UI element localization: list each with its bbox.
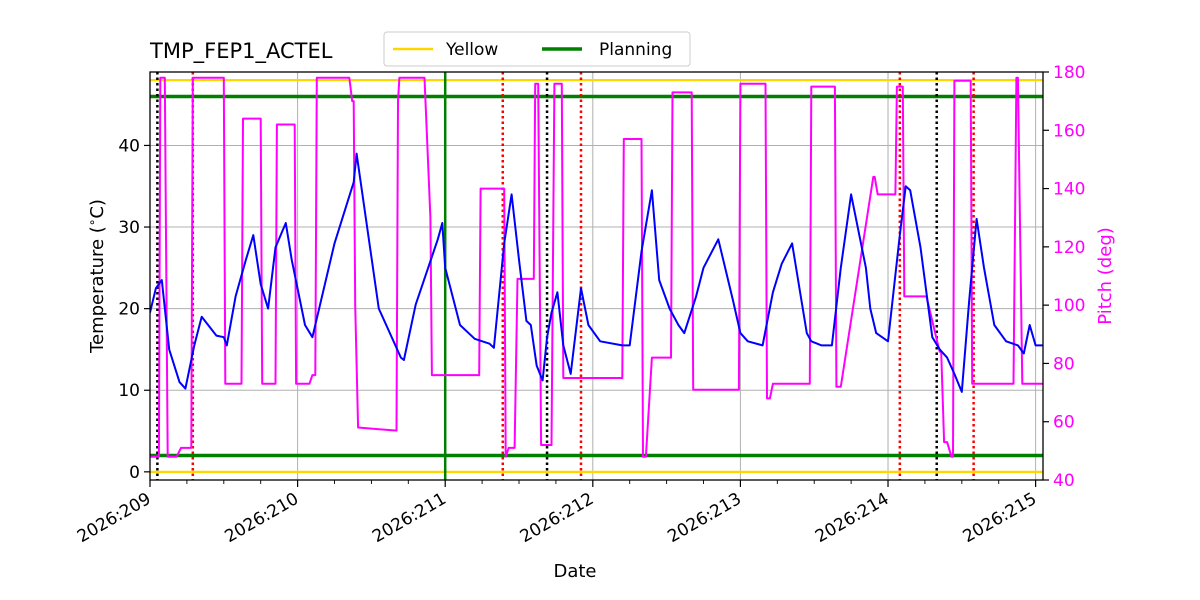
x-tick-label: 2026:209 [74, 489, 155, 547]
date-axis: 2026:209 2026:210 2026:211 2026:212 2026:213… [74, 480, 1040, 547]
x-axis-label: Date [553, 561, 596, 582]
y2-tick-label: 140 [1053, 180, 1085, 200]
y-tick-label: 10 [118, 381, 140, 401]
temperature-series-line [150, 152, 1043, 393]
chart-title: TMP_FEP1_ACTEL [149, 39, 333, 64]
y2-tick-label: 160 [1053, 121, 1085, 141]
x-tick-label: 2026:212 [517, 489, 598, 547]
series [150, 76, 1043, 458]
limit-lines [150, 79, 1043, 473]
legend-box [383, 31, 691, 67]
y2-tick-label: 60 [1053, 413, 1075, 433]
y-axis-label: Temperature (∘C) [85, 199, 108, 354]
x-tick-label: 2026:215 [960, 489, 1041, 547]
y2-tick-label: 80 [1053, 354, 1075, 374]
y2-tick-label: 40 [1053, 471, 1075, 491]
pitch-axis: 40 60 80 100 120 140 160 180 [1043, 63, 1085, 491]
event-lines [156, 72, 975, 480]
x-tick-label: 2026:213 [664, 489, 745, 547]
y-tick-label: 40 [118, 136, 140, 156]
legend: Yellow Planning [383, 31, 691, 67]
y2-tick-label: 120 [1053, 238, 1085, 258]
y2-axis-label: Pitch (deg) [1095, 227, 1116, 325]
x-tick-label: 2026:214 [812, 489, 893, 547]
x-tick-label: 2026:211 [369, 489, 450, 547]
legend-label-planning: Planning [599, 40, 672, 60]
y2-tick-label: 180 [1053, 63, 1085, 83]
plot-frame [149, 71, 1044, 481]
legend-label-yellow: Yellow [445, 40, 498, 60]
y-tick-label: 20 [118, 300, 140, 320]
pitch-series-line [150, 76, 1043, 458]
y-tick-label: 30 [118, 218, 140, 238]
y2-tick-label: 100 [1053, 296, 1085, 316]
y-tick-label: 0 [129, 463, 140, 483]
x-tick-label: 2026:210 [222, 489, 303, 547]
grid [149, 72, 1043, 480]
temperature-axis: 0 10 20 30 40 [118, 136, 150, 483]
